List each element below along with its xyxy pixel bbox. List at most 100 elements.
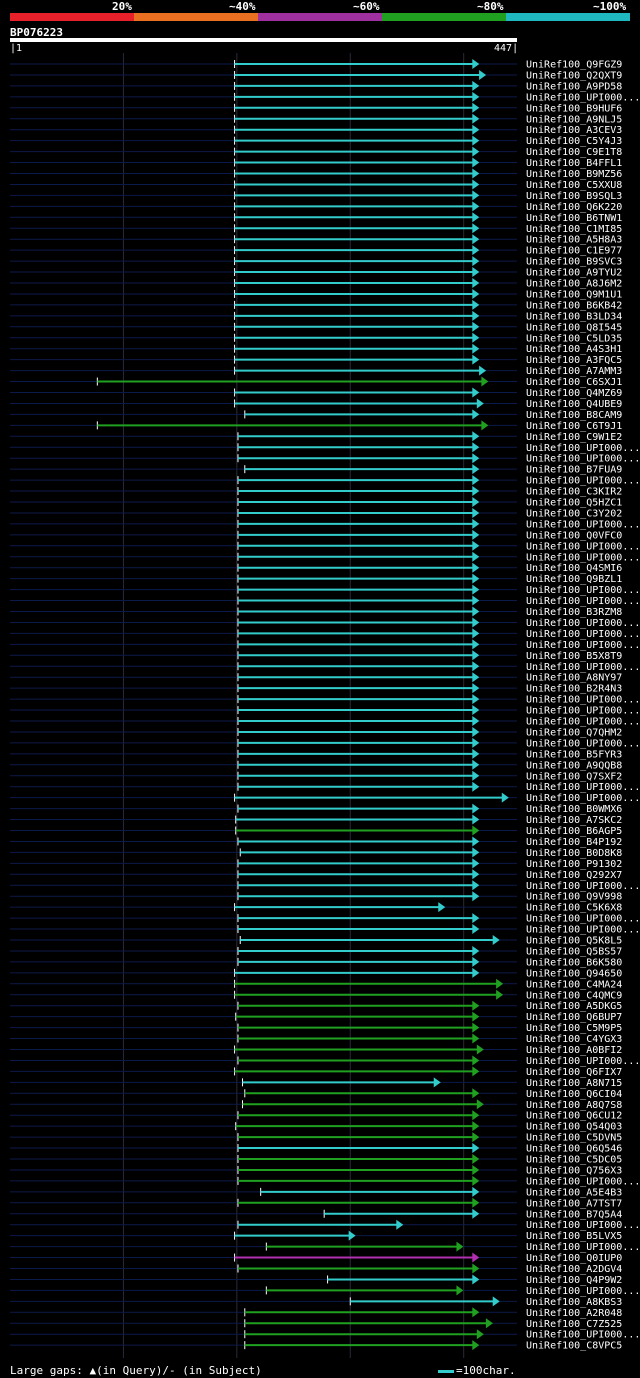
hit-label[interactable]: UniRef100_B6KB42 <box>526 300 622 311</box>
hit-label[interactable]: UniRef100_A3CEV3 <box>526 125 622 136</box>
hit-label[interactable]: UniRef100_A7TST7 <box>526 1198 622 1209</box>
hit-label[interactable]: UniRef100_C5LD35 <box>526 333 622 344</box>
hit-label[interactable]: UniRef100_UPI000... <box>526 585 640 596</box>
hit-label[interactable]: UniRef100_Q5HZC1 <box>526 498 622 509</box>
hit-label[interactable]: UniRef100_B6AGP5 <box>526 826 622 837</box>
hit-label[interactable]: UniRef100_UPI000... <box>526 1242 640 1253</box>
hit-label[interactable]: UniRef100_Q6CI04 <box>526 1089 622 1100</box>
hit-label[interactable]: UniRef100_A8NY97 <box>526 673 622 684</box>
hit-label[interactable]: UniRef100_Q6BUP7 <box>526 1012 622 1023</box>
hit-label[interactable]: UniRef100_UPI000... <box>526 454 640 465</box>
hit-label[interactable]: UniRef100_C6T9J1 <box>526 421 622 432</box>
hit-label[interactable]: UniRef100_C9E1T8 <box>526 147 622 158</box>
hit-label[interactable]: UniRef100_UPI000... <box>526 1286 640 1297</box>
hit-label[interactable]: UniRef100_Q4P9W2 <box>526 1275 622 1286</box>
hit-label[interactable]: UniRef100_Q94650 <box>526 968 622 979</box>
hit-label[interactable]: UniRef100_Q9V998 <box>526 892 622 903</box>
hit-label[interactable]: UniRef100_A8KBS3 <box>526 1297 622 1308</box>
hit-label[interactable]: UniRef100_B9SVC3 <box>526 257 622 268</box>
hit-label[interactable]: UniRef100_B6K580 <box>526 957 622 968</box>
hit-label[interactable]: UniRef100_C5XXU8 <box>526 180 622 191</box>
hit-label[interactable]: UniRef100_UPI000... <box>526 717 640 728</box>
hit-label[interactable]: UniRef100_Q5BS57 <box>526 946 622 957</box>
hit-label[interactable]: UniRef100_UPI000... <box>526 1330 640 1341</box>
hit-label[interactable]: UniRef100_Q4UBE9 <box>526 399 622 410</box>
hit-label[interactable]: UniRef100_UPI000... <box>526 706 640 717</box>
hit-label[interactable]: UniRef100_B0WMX6 <box>526 804 622 815</box>
hit-label[interactable]: UniRef100_UPI000... <box>526 1220 640 1231</box>
hit-label[interactable]: UniRef100_Q9BZL1 <box>526 574 622 585</box>
hit-label[interactable]: UniRef100_C1E977 <box>526 246 622 257</box>
hit-label[interactable]: UniRef100_C5Y4J3 <box>526 136 622 147</box>
hit-label[interactable]: UniRef100_C5DVN5 <box>526 1133 622 1144</box>
hit-label[interactable]: UniRef100_A7SKC2 <box>526 815 622 826</box>
hit-label[interactable]: UniRef100_B9SQL3 <box>526 191 622 202</box>
hit-label[interactable]: UniRef100_Q6FIX7 <box>526 1067 622 1078</box>
hit-label[interactable]: UniRef100_C4YGX3 <box>526 1034 622 1045</box>
hit-label[interactable]: UniRef100_UPI000... <box>526 596 640 607</box>
hit-label[interactable]: UniRef100_Q2QXT9 <box>526 70 622 81</box>
hit-label[interactable]: UniRef100_A2DGV4 <box>526 1264 622 1275</box>
hit-label[interactable]: UniRef100_UPI000... <box>526 92 640 103</box>
hit-label[interactable]: UniRef100_A7AMM3 <box>526 366 622 377</box>
hit-label[interactable]: UniRef100_A9TYU2 <box>526 268 622 279</box>
hit-label[interactable]: UniRef100_C5M9P5 <box>526 1023 622 1034</box>
hit-label[interactable]: UniRef100_Q9M1U1 <box>526 289 622 300</box>
hit-label[interactable]: UniRef100_Q6CU12 <box>526 1111 622 1122</box>
hit-label[interactable]: UniRef100_Q0VFC0 <box>526 530 622 541</box>
hit-label[interactable]: UniRef100_C5DC05 <box>526 1155 622 1166</box>
hit-label[interactable]: UniRef100_Q6Q546 <box>526 1144 622 1155</box>
hit-label[interactable]: UniRef100_C4MA24 <box>526 979 622 990</box>
hit-label[interactable]: UniRef100_UPI000... <box>526 541 640 552</box>
hit-label[interactable]: UniRef100_A8Q7S8 <box>526 1100 622 1111</box>
hit-label[interactable]: UniRef100_B5FYR3 <box>526 749 622 760</box>
hit-label[interactable]: UniRef100_B4FFL1 <box>526 158 622 169</box>
hit-label[interactable]: UniRef100_B6TNW1 <box>526 213 622 224</box>
hit-label[interactable]: UniRef100_UPI000... <box>526 662 640 673</box>
hit-label[interactable]: UniRef100_UPI000... <box>526 618 640 629</box>
hit-label[interactable]: UniRef100_UPI000... <box>526 925 640 936</box>
hit-label[interactable]: UniRef100_C3Y202 <box>526 508 622 519</box>
hit-label[interactable]: UniRef100_C4QMC9 <box>526 990 622 1001</box>
hit-label[interactable]: UniRef100_Q9FGZ9 <box>526 60 622 71</box>
hit-label[interactable]: UniRef100_UPI000... <box>526 782 640 793</box>
hit-label[interactable]: UniRef100_Q4SMI6 <box>526 563 622 574</box>
hit-label[interactable]: UniRef100_B9MZ56 <box>526 169 622 180</box>
hit-label[interactable]: UniRef100_B3LD34 <box>526 311 622 322</box>
hit-label[interactable]: UniRef100_Q5K8L5 <box>526 936 622 947</box>
hit-label[interactable]: UniRef100_P91302 <box>526 859 622 870</box>
hit-label[interactable]: UniRef100_A9QQB8 <box>526 760 622 771</box>
hit-label[interactable]: UniRef100_UPI000... <box>526 443 640 454</box>
hit-label[interactable]: UniRef100_B9HUF6 <box>526 103 622 114</box>
hit-label[interactable]: UniRef100_C9W1E2 <box>526 432 622 443</box>
hit-label[interactable]: UniRef100_C7Z525 <box>526 1319 622 1330</box>
hit-label[interactable]: UniRef100_C8VPC5 <box>526 1341 622 1352</box>
hit-label[interactable]: UniRef100_Q7SXF2 <box>526 771 622 782</box>
hit-label[interactable]: UniRef100_A5DKG5 <box>526 1001 622 1012</box>
hit-label[interactable]: UniRef100_Q54Q03 <box>526 1122 622 1133</box>
hit-label[interactable]: UniRef100_UPI000... <box>526 476 640 487</box>
hit-label[interactable]: UniRef100_A2R048 <box>526 1308 622 1319</box>
hit-label[interactable]: UniRef100_Q756X3 <box>526 1165 622 1176</box>
hit-label[interactable]: UniRef100_B5X8T9 <box>526 651 622 662</box>
hit-label[interactable]: UniRef100_Q0IUP0 <box>526 1253 622 1264</box>
hit-label[interactable]: UniRef100_Q4MZ69 <box>526 388 622 399</box>
hit-label[interactable]: UniRef100_A5H8A3 <box>526 235 622 246</box>
hit-label[interactable]: UniRef100_A9PD58 <box>526 81 622 92</box>
hit-label[interactable]: UniRef100_C3KIR2 <box>526 487 622 498</box>
hit-label[interactable]: UniRef100_UPI000... <box>526 793 640 804</box>
hit-label[interactable]: UniRef100_C6SXJ1 <box>526 377 622 388</box>
hit-label[interactable]: UniRef100_B0D8K8 <box>526 848 622 859</box>
hit-label[interactable]: UniRef100_A3FQC5 <box>526 355 622 366</box>
hit-label[interactable]: UniRef100_Q292X7 <box>526 870 622 881</box>
hit-label[interactable]: UniRef100_C1MI85 <box>526 224 622 235</box>
hit-label[interactable]: UniRef100_UPI000... <box>526 1056 640 1067</box>
hit-label[interactable]: UniRef100_B7Q5A4 <box>526 1209 622 1220</box>
hit-label[interactable]: UniRef100_A5E4B3 <box>526 1187 622 1198</box>
hit-label[interactable]: UniRef100_B4P192 <box>526 837 622 848</box>
hit-label[interactable]: UniRef100_UPI000... <box>526 519 640 530</box>
hit-label[interactable]: UniRef100_UPI000... <box>526 695 640 706</box>
hit-label[interactable]: UniRef100_B8CAM9 <box>526 410 622 421</box>
hit-label[interactable]: UniRef100_B3RZM8 <box>526 607 622 618</box>
hit-label[interactable]: UniRef100_UPI000... <box>526 881 640 892</box>
